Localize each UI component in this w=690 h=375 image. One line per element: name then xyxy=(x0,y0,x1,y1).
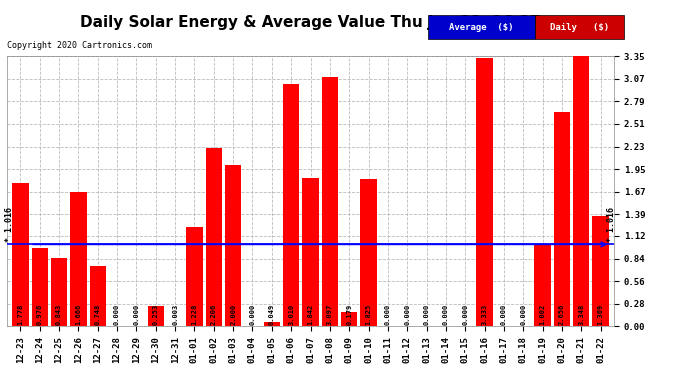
Bar xyxy=(322,76,338,326)
Text: 0.748: 0.748 xyxy=(95,304,101,326)
Text: 0.000: 0.000 xyxy=(250,304,255,326)
Bar xyxy=(186,227,203,326)
Bar xyxy=(148,306,164,326)
Text: 3.348: 3.348 xyxy=(578,304,584,326)
Text: 0.000: 0.000 xyxy=(133,304,139,326)
Bar xyxy=(12,183,29,326)
Text: 3.010: 3.010 xyxy=(288,304,294,326)
Bar xyxy=(534,246,551,326)
Text: 0.253: 0.253 xyxy=(152,304,159,326)
Text: 3.333: 3.333 xyxy=(482,304,488,326)
Bar xyxy=(90,266,106,326)
Bar xyxy=(206,148,222,326)
Bar xyxy=(592,216,609,326)
Text: Daily   ($): Daily ($) xyxy=(550,22,609,32)
Text: 0.000: 0.000 xyxy=(443,304,449,326)
Text: 2.000: 2.000 xyxy=(230,304,236,326)
Text: 0.000: 0.000 xyxy=(462,304,469,326)
Text: 0.000: 0.000 xyxy=(404,304,410,326)
Bar xyxy=(341,312,357,326)
Text: 1.778: 1.778 xyxy=(17,304,23,326)
Text: Daily Solar Energy & Average Value Thu Jan 23  16:37: Daily Solar Energy & Average Value Thu J… xyxy=(80,15,541,30)
Text: Copyright 2020 Cartronics.com: Copyright 2020 Cartronics.com xyxy=(7,41,152,50)
Text: 1.228: 1.228 xyxy=(191,304,197,326)
Text: 0.000: 0.000 xyxy=(520,304,526,326)
Bar xyxy=(302,178,319,326)
Text: 0.000: 0.000 xyxy=(114,304,120,326)
Text: 0.049: 0.049 xyxy=(269,304,275,326)
Bar xyxy=(264,322,280,326)
Text: 0.000: 0.000 xyxy=(501,304,507,326)
Bar xyxy=(225,165,241,326)
Text: 3.097: 3.097 xyxy=(327,304,333,326)
Bar xyxy=(51,258,68,326)
Bar xyxy=(573,56,589,326)
Bar xyxy=(360,179,377,326)
Text: 1.825: 1.825 xyxy=(366,304,371,326)
Bar xyxy=(32,248,48,326)
Text: * 1.016: * 1.016 xyxy=(607,207,615,242)
Text: 0.976: 0.976 xyxy=(37,304,43,326)
Text: 2.656: 2.656 xyxy=(559,304,565,326)
Bar xyxy=(70,192,87,326)
Text: 1.002: 1.002 xyxy=(540,304,546,326)
Text: * 1.016: * 1.016 xyxy=(6,207,14,242)
Text: 0.000: 0.000 xyxy=(385,304,391,326)
Text: Average  ($): Average ($) xyxy=(448,22,513,32)
Bar xyxy=(476,58,493,326)
Text: 0.000: 0.000 xyxy=(424,304,430,326)
Text: 0.003: 0.003 xyxy=(172,304,178,326)
Bar xyxy=(553,112,570,326)
Text: 1.842: 1.842 xyxy=(308,304,313,326)
Text: 0.843: 0.843 xyxy=(56,304,62,326)
Text: 1.369: 1.369 xyxy=(598,304,604,326)
Text: 1.666: 1.666 xyxy=(75,304,81,326)
Text: 2.206: 2.206 xyxy=(211,304,217,326)
Text: 0.179: 0.179 xyxy=(346,304,352,326)
Bar xyxy=(283,84,299,326)
